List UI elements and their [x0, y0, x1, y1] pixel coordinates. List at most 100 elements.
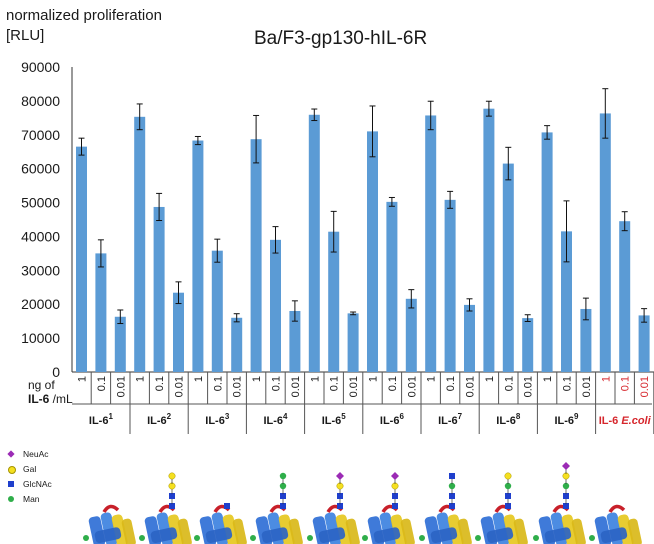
dose-tick-label: 0.01: [232, 376, 244, 397]
x-axis-caption-line1: ng of: [28, 378, 55, 392]
glycan-glcnac: [563, 503, 569, 509]
legend-label: GlcNAc: [23, 479, 52, 489]
x-axis-caption-bold: IL-6: [28, 392, 50, 406]
glycan-man: [562, 482, 570, 490]
glycan-neuac: [336, 472, 344, 480]
helix: [430, 527, 458, 543]
legend-item: GlcNAc: [6, 478, 96, 493]
glcnac-square-icon: [8, 481, 14, 487]
bar: [561, 231, 572, 372]
group-label: IL-6 E.coli: [599, 415, 652, 427]
protein-structure: [194, 504, 247, 544]
glycan-glcnac: [169, 493, 175, 499]
dose-tick-label: 0.01: [406, 376, 418, 397]
protein-structure: [307, 504, 360, 544]
dose-tick-label: 1: [426, 376, 438, 382]
glycan-man: [279, 482, 287, 490]
glycan-glcnac: [392, 503, 398, 509]
bar: [444, 199, 456, 372]
glycan-glcnac: [449, 503, 455, 509]
helix: [318, 527, 346, 543]
dose-tick-label: 0.1: [562, 376, 574, 391]
group-label: IL-61: [89, 412, 114, 427]
legend-label: Man: [23, 494, 40, 504]
glycan-gal: [504, 472, 512, 480]
helix: [288, 518, 303, 544]
dose-tick-label: 0.1: [620, 376, 632, 391]
helix: [457, 518, 472, 544]
glycan-glcnac: [280, 503, 286, 509]
group-label: IL-66: [380, 412, 405, 427]
legend-label: NeuAc: [23, 449, 49, 459]
dose-tick-label: 0.01: [290, 376, 302, 397]
protein-structure: [362, 504, 415, 544]
dose-tick-label: 0.01: [115, 376, 127, 397]
dose-tick-label: 1: [193, 376, 205, 382]
dose-tick-label: 1: [77, 376, 89, 382]
helix: [345, 518, 360, 544]
glycan-gal: [168, 472, 176, 480]
green-marker: [83, 535, 89, 541]
y-tick-label: 80000: [21, 93, 60, 109]
dose-tick-label: 0.01: [174, 376, 186, 397]
y-tick-label: 70000: [21, 127, 60, 143]
man-circle-icon: [8, 496, 14, 502]
legend-label: Gal: [23, 464, 37, 474]
bar: [192, 140, 204, 372]
green-marker: [194, 535, 200, 541]
bar: [134, 116, 146, 372]
dose-tick-label: 0.1: [329, 376, 341, 391]
bar: [173, 292, 184, 372]
bar: [289, 311, 301, 372]
helix: [205, 527, 233, 543]
glycan-glcnac: [449, 493, 455, 499]
x-axis-caption-line2: IL-6 /mL: [28, 392, 73, 406]
dose-tick-label: 0.01: [465, 376, 477, 397]
glycan-glcnac: [449, 473, 455, 479]
dose-tick-label: 1: [251, 376, 263, 382]
helix: [373, 527, 401, 543]
bar: [211, 250, 223, 372]
glycan-neuac: [391, 472, 399, 480]
x-axis-caption-rest: /mL: [49, 392, 73, 406]
y-tick-label: 20000: [21, 296, 60, 312]
glycan-glcnac: [337, 503, 343, 509]
glycan-glcnac: [392, 493, 398, 499]
bar: [425, 115, 437, 372]
protein-structure: [533, 504, 586, 544]
gal-circle-icon: [8, 466, 16, 474]
y-axis-title: normalized proliferation [RLU]: [6, 6, 162, 46]
protein-structure: [475, 504, 528, 544]
red-loop: [102, 504, 120, 513]
bar: [405, 298, 417, 372]
glycan-glcnac: [505, 493, 511, 499]
dose-tick-label: 1: [484, 376, 496, 382]
bar: [580, 308, 592, 372]
helix: [232, 518, 247, 544]
glycan-glcnac: [280, 493, 286, 499]
bar: [522, 318, 534, 372]
y-tick-label: 60000: [21, 161, 60, 177]
group-label: IL-67: [438, 412, 463, 427]
green-marker: [139, 535, 145, 541]
helix: [261, 527, 289, 543]
dose-tick-label: 0.01: [348, 376, 360, 397]
y-tick-label: 10000: [21, 330, 60, 346]
bar: [619, 221, 631, 372]
helix: [627, 518, 642, 544]
dose-tick-label: 0.1: [387, 376, 399, 391]
bar: [541, 132, 553, 372]
bar: [502, 163, 514, 372]
glycan-glcnac: [224, 503, 230, 509]
group-label: IL-69: [554, 412, 579, 427]
dose-tick-label: 0.1: [154, 376, 166, 391]
green-marker: [419, 535, 425, 541]
protein-structure: [139, 504, 192, 544]
bar: [153, 206, 165, 372]
helix: [177, 518, 192, 544]
dose-tick-label: 0.1: [271, 376, 283, 391]
dose-tick-label: 0.01: [639, 376, 651, 397]
bar: [308, 114, 320, 373]
